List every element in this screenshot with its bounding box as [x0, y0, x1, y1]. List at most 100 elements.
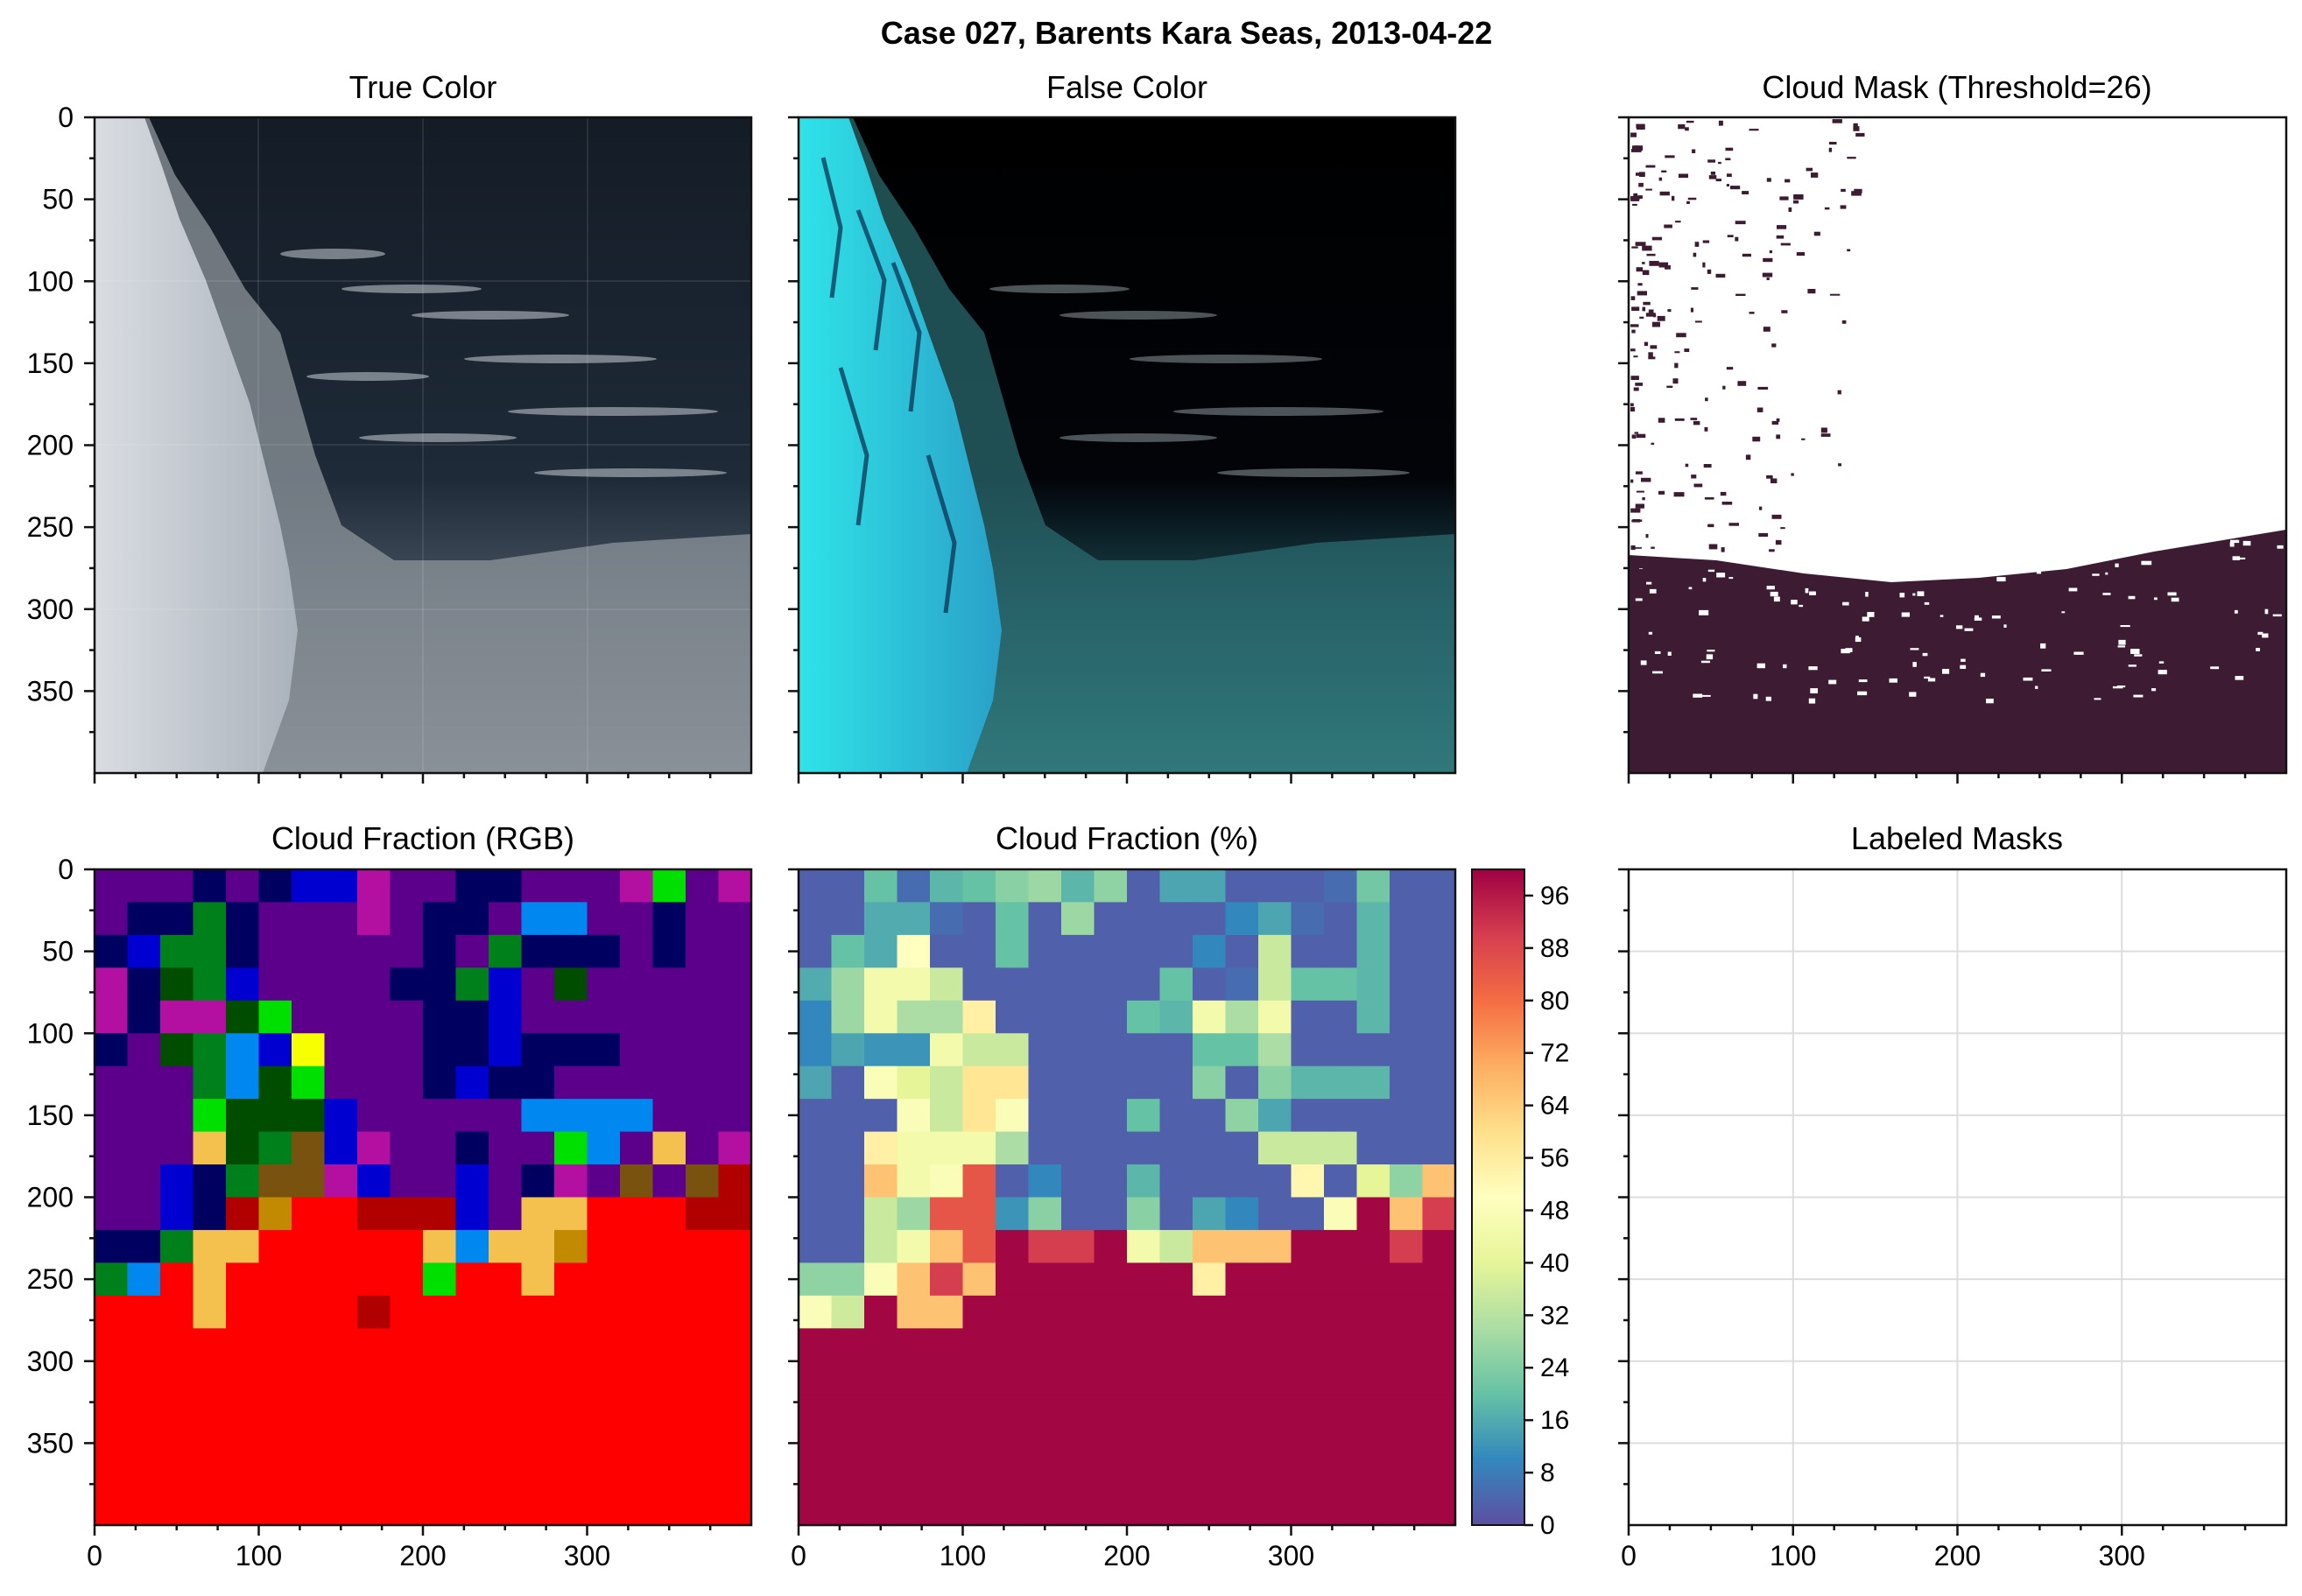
pct-cell — [831, 1426, 865, 1460]
cloud-mask-speck — [1631, 519, 1643, 522]
rgb-cell — [95, 967, 129, 1002]
cloud-mask-speck — [1707, 569, 1715, 573]
pct-cell — [1356, 1229, 1390, 1263]
rgb-cell — [357, 1426, 391, 1460]
cloud-mask-speck — [1793, 194, 1804, 200]
cloud-mask-speck — [1763, 327, 1770, 332]
cloud-mask-speck — [1651, 442, 1655, 446]
pct-cell — [962, 1426, 996, 1460]
cloud-mask-speck — [2264, 608, 2269, 615]
pct-cell — [1127, 1000, 1161, 1034]
pct-cell — [1356, 1394, 1390, 1428]
pct-cell — [1258, 1164, 1292, 1199]
cloud-mask-speck — [1641, 477, 1651, 482]
pct-cell — [1061, 1164, 1095, 1199]
pct-cell — [1094, 902, 1128, 936]
rgb-cell — [620, 1033, 654, 1067]
pct-cell — [897, 1033, 931, 1067]
pct-cell — [831, 869, 865, 903]
cloud-mask-speck — [2151, 688, 2157, 692]
pct-cell — [1193, 1065, 1227, 1100]
cloud-mask-speck — [1847, 157, 1856, 159]
rgb-cell — [357, 1033, 391, 1067]
rgb-cell — [521, 1295, 555, 1329]
rgb-cell — [718, 1295, 752, 1329]
cloud-mask-speck — [1630, 403, 1634, 407]
pct-cell — [996, 869, 1030, 903]
pct-cell — [1390, 1262, 1424, 1297]
cloud-mask-speck — [1661, 170, 1667, 172]
cloud-mask-speck — [1851, 191, 1862, 196]
pct-cell — [996, 1000, 1030, 1034]
rgb-cell — [423, 1426, 457, 1460]
pct-cell — [996, 1197, 1030, 1231]
pct-cell — [1225, 1229, 1259, 1263]
pct-cell — [1356, 934, 1390, 968]
cloud-mask-speck — [1769, 250, 1772, 254]
pct-cell — [1061, 1000, 1095, 1034]
cloud-mask-speck — [1704, 426, 1708, 432]
pct-cell — [1094, 1131, 1128, 1165]
rgb-cell — [258, 1360, 292, 1395]
pct-cell — [1061, 1262, 1095, 1297]
rgb-cell — [423, 1492, 457, 1526]
pct-cell — [1061, 1360, 1095, 1395]
rgb-cell — [423, 1065, 457, 1100]
cloud-mask-speck — [1847, 249, 1851, 252]
rgb-cell — [390, 1033, 424, 1067]
rgb-cell — [160, 1492, 194, 1526]
rgb-cell — [160, 1065, 194, 1100]
pct-cell — [1127, 1131, 1161, 1165]
cloud-mask-speck — [1766, 178, 1771, 182]
rgb-cell — [390, 1197, 424, 1231]
pct-cell — [1094, 1164, 1128, 1199]
rgb-cell — [292, 1262, 326, 1297]
pct-cell — [1094, 1262, 1128, 1297]
pct-cell — [1127, 869, 1161, 903]
rgb-cell — [587, 1492, 621, 1526]
cloud-mask-speck — [1640, 660, 1647, 665]
pct-cell — [1324, 1033, 1358, 1067]
rgb-cell — [160, 1229, 194, 1263]
cloud-mask-speck — [2235, 676, 2244, 680]
pct-cell — [1390, 902, 1424, 936]
rgb-cell — [554, 934, 588, 968]
pct-cell — [864, 902, 898, 936]
cloud-mask-speck — [1828, 147, 1832, 152]
cloud-mask-speck — [2256, 648, 2260, 651]
rgb-cell — [587, 1033, 621, 1067]
rgb-cell — [587, 1262, 621, 1297]
rgb-cell — [686, 1164, 720, 1199]
rgb-cell — [226, 1459, 260, 1494]
pct-cell — [1225, 1328, 1259, 1362]
cloud-mask-speck — [1685, 463, 1689, 468]
y-tick-label: 250 — [27, 511, 74, 543]
rgb-cell — [489, 1099, 523, 1133]
rgb-cell — [521, 1492, 555, 1526]
rgb-cell — [686, 1426, 720, 1460]
cloud-mask-speck — [1675, 221, 1681, 223]
pct-cell — [897, 1197, 931, 1231]
rgb-cell — [620, 1295, 654, 1329]
cloud-mask-speck — [1828, 142, 1837, 145]
cloud-mask-speck — [1645, 165, 1656, 168]
pct-cell — [962, 1394, 996, 1428]
cloud-mask-speck — [1686, 120, 1694, 123]
cloud-fraction-pct-grid — [799, 869, 1456, 1526]
cloud-mask-speck — [1664, 224, 1672, 229]
rgb-cell — [652, 1426, 686, 1460]
rgb-cell — [357, 1065, 391, 1100]
rgb-cell — [324, 1131, 358, 1165]
pct-cell — [1356, 1492, 1390, 1526]
rgb-cell — [95, 1000, 129, 1034]
rgb-cell — [489, 1426, 523, 1460]
cloud-mask-speck — [1693, 420, 1700, 425]
rgb-cell — [324, 1492, 358, 1526]
rgb-cell — [455, 1262, 489, 1297]
rgb-cell — [258, 1459, 292, 1494]
rgb-cell — [127, 1328, 161, 1362]
rgb-cell — [521, 1328, 555, 1362]
rgb-cell — [423, 1131, 457, 1165]
rgb-cell — [193, 1459, 227, 1494]
cloud-mask-speck — [1702, 578, 1707, 582]
